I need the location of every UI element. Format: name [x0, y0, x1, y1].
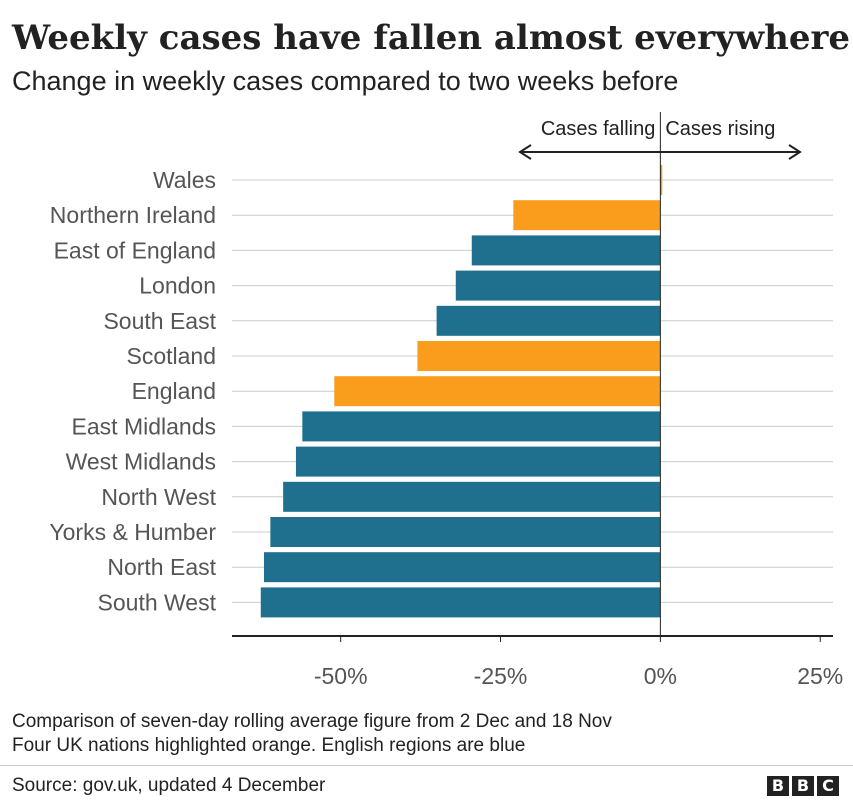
bbc-logo-block: B	[767, 776, 789, 796]
bar-chart: Wales Northern Ireland East of England Lond…	[49, 112, 843, 689]
category-label: East Midlands	[72, 413, 216, 439]
annotation-cases-rising: Cases rising	[665, 118, 775, 140]
annotation-cases-falling: Cases falling	[541, 118, 656, 140]
category-label: Scotland	[126, 343, 216, 369]
bar	[270, 517, 661, 547]
bar	[295, 446, 661, 477]
category-label: England	[132, 378, 216, 404]
chart-subtitle: Change in weekly cases compared to two w…	[12, 66, 679, 96]
category-label: West Midlands	[66, 449, 216, 475]
bar	[455, 270, 661, 301]
chart-title: Weekly cases have fallen almost everywhe…	[12, 18, 851, 58]
category-label: North East	[107, 554, 216, 580]
bar	[436, 305, 661, 336]
bbc-logo-block: C	[817, 776, 839, 796]
category-label: South East	[103, 308, 216, 334]
category-label: Northern Ireland	[50, 202, 216, 228]
bar	[263, 552, 661, 583]
bar	[260, 587, 661, 618]
bbc-logo-block: B	[792, 776, 814, 796]
footnote-colour-key: Four UK nations highlighted orange. Engl…	[12, 735, 526, 756]
category-label: North West	[101, 484, 216, 510]
category-label: East of England	[54, 237, 216, 263]
bar	[417, 341, 661, 371]
bar	[302, 411, 661, 442]
arrow-right-icon	[788, 144, 802, 160]
source-note: Source: gov.uk, updated 4 December	[12, 775, 326, 796]
bar	[334, 376, 661, 407]
bar	[471, 235, 661, 266]
category-label: London	[139, 273, 216, 299]
category-label: Yorks & Humber	[49, 519, 216, 545]
arrow-left-icon	[518, 144, 532, 160]
category-label: Wales	[153, 167, 216, 193]
bbc-logo: B B C	[767, 776, 839, 796]
x-tick-label: -25%	[474, 663, 528, 689]
x-tick-label: -50%	[314, 663, 368, 689]
footnote-comparison: Comparison of seven-day rolling average …	[12, 711, 612, 732]
bar	[660, 165, 663, 195]
bar	[513, 200, 661, 231]
x-tick-label: 25%	[797, 663, 843, 689]
bar	[283, 481, 661, 512]
category-label: South West	[98, 589, 217, 615]
x-tick-label: 0%	[644, 663, 677, 689]
footer-divider	[0, 765, 853, 766]
